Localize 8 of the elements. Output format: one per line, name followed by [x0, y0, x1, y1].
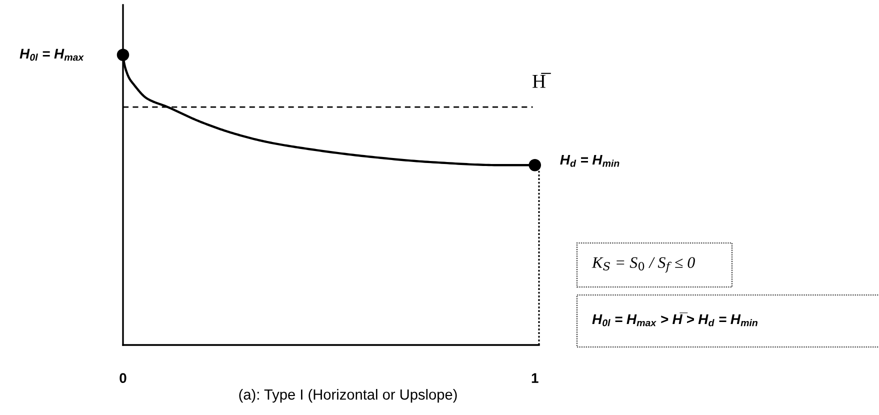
text: K$_{S}$ = S$_{0}$ / S$_{f}$ ≤ 0 [592, 257, 695, 273]
text: H$_{0l}$ = H$_{max}$ > H̅ > H$_{d}$ = H$_{min}$ [592, 312, 758, 326]
x-tick-label: 1 [532, 373, 538, 383]
annotation: H$_{d}$ = H$_{min}$ [560, 154, 620, 167]
ref-line-label: H̅ [532, 72, 551, 88]
x-tick-label: 0 [120, 373, 126, 383]
x-axis-title: (a): Type I (Horizontal or Upslope) [239, 389, 457, 403]
annotation: H$_{0l}$ = H$_{max}$ [20, 48, 84, 61]
